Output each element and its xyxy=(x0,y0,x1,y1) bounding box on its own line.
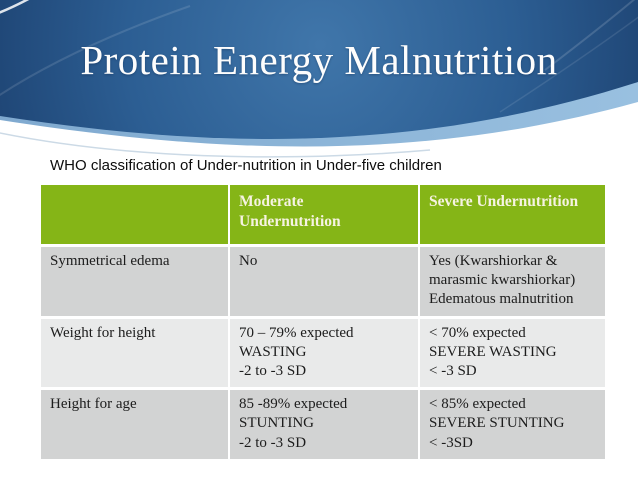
row-label: Weight for height xyxy=(41,318,228,388)
header-cell-moderate-undernutrition: Moderate Undernutrition xyxy=(230,185,418,244)
table-cell: < 70% expected SEVERE WASTING < -3 SD xyxy=(420,318,605,388)
table-cell: Yes (Kwarshiorkar & marasmic kwarshiorka… xyxy=(420,247,605,316)
table-header-row: Moderate Undernutrition Severe Undernutr… xyxy=(41,185,605,244)
banner-swoosh-graphic xyxy=(0,0,638,158)
row-label: Symmetrical edema xyxy=(41,247,228,316)
table-row-height-for-age: Height for age 85 -89% expected STUNTING… xyxy=(41,390,605,459)
slide-title: Protein Energy Malnutrition xyxy=(80,37,558,83)
table-cell: 70 – 79% expected WASTING -2 to -3 SD xyxy=(230,318,418,388)
subtitle: WHO classification of Under-nutrition in… xyxy=(50,157,442,174)
table-cell: 85 -89% expected STUNTING -2 to -3 SD xyxy=(230,390,418,459)
table-row-symmetrical-edema: Symmetrical edema No Yes (Kwarshiorkar &… xyxy=(41,247,605,316)
header-cell-severe-undernutrition: Severe Undernutrition xyxy=(420,185,605,244)
header-cell-empty xyxy=(41,185,228,244)
table-row-weight-for-height: Weight for height 70 – 79% expected WAST… xyxy=(41,318,605,388)
table-cell: < 85% expected SEVERE STUNTING < -3SD xyxy=(420,390,605,459)
table-cell: No xyxy=(230,247,418,316)
row-label: Height for age xyxy=(41,390,228,459)
classification-table: Moderate Undernutrition Severe Undernutr… xyxy=(39,182,607,462)
title-banner: Protein Energy Malnutrition xyxy=(0,0,638,170)
